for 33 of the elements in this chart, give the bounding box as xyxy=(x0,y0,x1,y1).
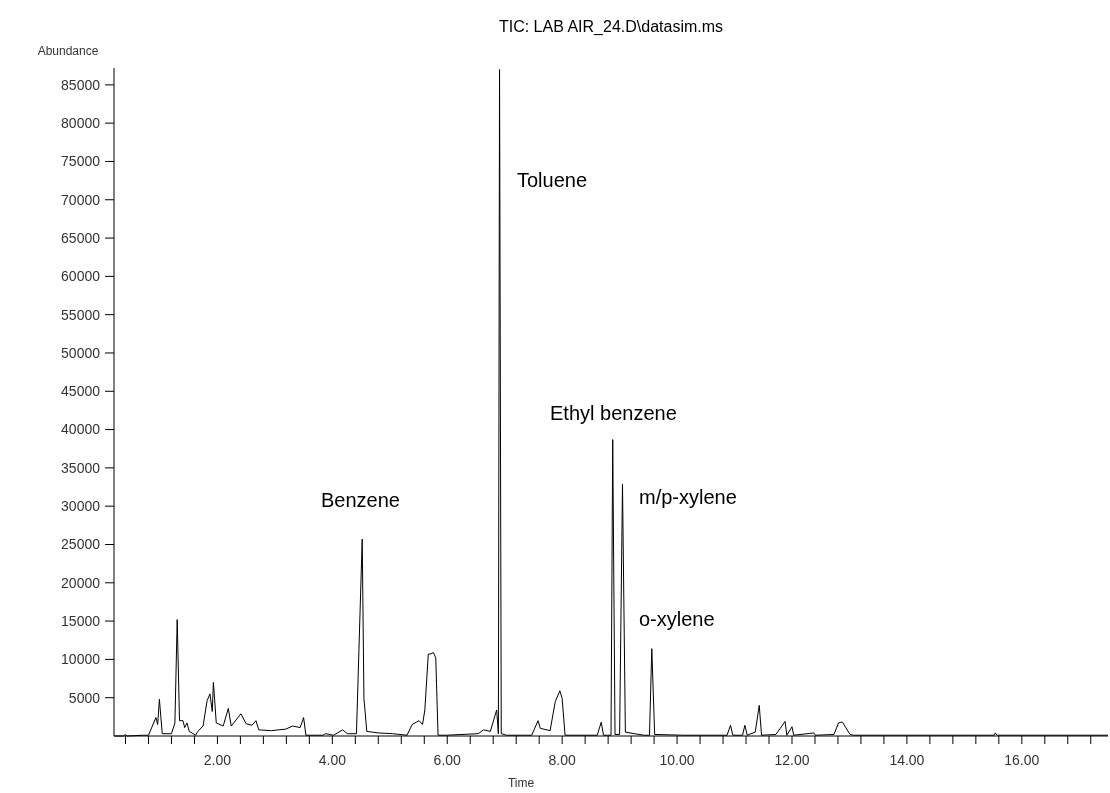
chart-title: TIC: LAB AIR_24.D\datasim.ms xyxy=(498,18,724,36)
x-axis-title: Time xyxy=(507,776,535,790)
y-tick-label: 40000 xyxy=(61,421,101,438)
y-axis-title: Abundance xyxy=(37,44,99,58)
x-tick-label: 2.00 xyxy=(203,752,232,768)
x-tick-label: 14.00 xyxy=(889,752,925,768)
y-tick-label: 75000 xyxy=(61,153,101,170)
y-tick-label: 15000 xyxy=(61,612,101,629)
x-tick-label: 4.00 xyxy=(318,752,347,768)
x-tick-label: 12.00 xyxy=(774,752,810,768)
y-tick-label: 55000 xyxy=(61,306,101,323)
y-tick-label: 50000 xyxy=(61,344,101,361)
y-tick-label: 25000 xyxy=(61,536,101,553)
y-tick-label: 5000 xyxy=(68,689,101,706)
annotation: Ethyl benzene xyxy=(550,402,677,424)
x-tick-label: 8.00 xyxy=(548,752,576,768)
annotation: Toluene xyxy=(517,169,588,191)
annotation: o-xylene xyxy=(639,608,715,630)
annotation: Benzene xyxy=(321,489,400,511)
x-tick-label: 10.00 xyxy=(659,752,695,768)
y-tick-label: 85000 xyxy=(61,76,101,93)
y-tick-label: 60000 xyxy=(61,268,101,285)
x-tick-label: 16.00 xyxy=(1004,752,1040,768)
x-tick-label: 6.00 xyxy=(433,752,462,768)
y-tick-label: 30000 xyxy=(61,498,101,515)
y-tick-label: 20000 xyxy=(61,574,101,591)
annotation: m/p-xylene xyxy=(639,486,737,508)
y-tick-label: 10000 xyxy=(61,651,101,668)
y-tick-label: 65000 xyxy=(61,229,101,246)
y-tick-label: 45000 xyxy=(61,383,101,400)
y-tick-label: 80000 xyxy=(61,115,101,132)
y-tick-label: 35000 xyxy=(61,459,101,476)
y-tick-label: 70000 xyxy=(61,191,101,208)
